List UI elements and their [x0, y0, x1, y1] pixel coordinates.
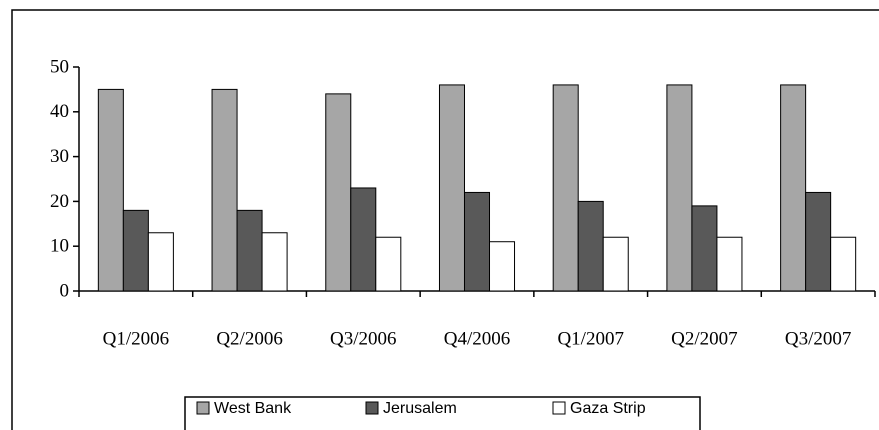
y-tick-label: 20 [50, 191, 69, 212]
legend-label: West Bank [214, 400, 292, 417]
bar [666, 84, 693, 292]
legend-swatch [552, 401, 566, 415]
legend-box [184, 396, 701, 430]
y-tick-label: 0 [60, 280, 70, 301]
bar [261, 232, 288, 292]
bar [325, 93, 352, 292]
bar [805, 191, 832, 292]
y-tick-label: 30 [50, 146, 69, 167]
legend-swatch [196, 401, 210, 415]
legend-label: Jerusalem [383, 400, 457, 417]
x-tick-label: Q1/2007 [557, 328, 624, 349]
x-tick-label: Q1/2006 [103, 328, 170, 349]
x-tick-label: Q3/2006 [330, 328, 397, 349]
bar [463, 191, 491, 292]
bar [375, 236, 402, 292]
x-tick-label: Q2/2007 [671, 328, 738, 349]
bar [577, 200, 604, 292]
bar [438, 84, 465, 292]
y-tick-label: 50 [50, 56, 69, 77]
bar [211, 88, 238, 292]
bar [780, 84, 807, 292]
bar [830, 236, 857, 292]
bar [716, 236, 743, 292]
bar [122, 209, 149, 292]
bar [489, 241, 516, 292]
bar [602, 236, 629, 292]
y-tick-label: 40 [50, 101, 69, 122]
bar [552, 84, 579, 292]
bar [97, 88, 124, 292]
bar [350, 187, 377, 292]
legend-label: Gaza Strip [570, 400, 646, 417]
bar [691, 205, 718, 292]
y-tick-label: 10 [50, 236, 69, 257]
legend-swatch [365, 401, 379, 415]
x-tick-label: Q2/2006 [216, 328, 283, 349]
x-tick-label: Q4/2006 [444, 328, 511, 349]
bar [147, 232, 174, 292]
x-tick-label: Q3/2007 [785, 328, 852, 349]
bar [236, 209, 263, 292]
